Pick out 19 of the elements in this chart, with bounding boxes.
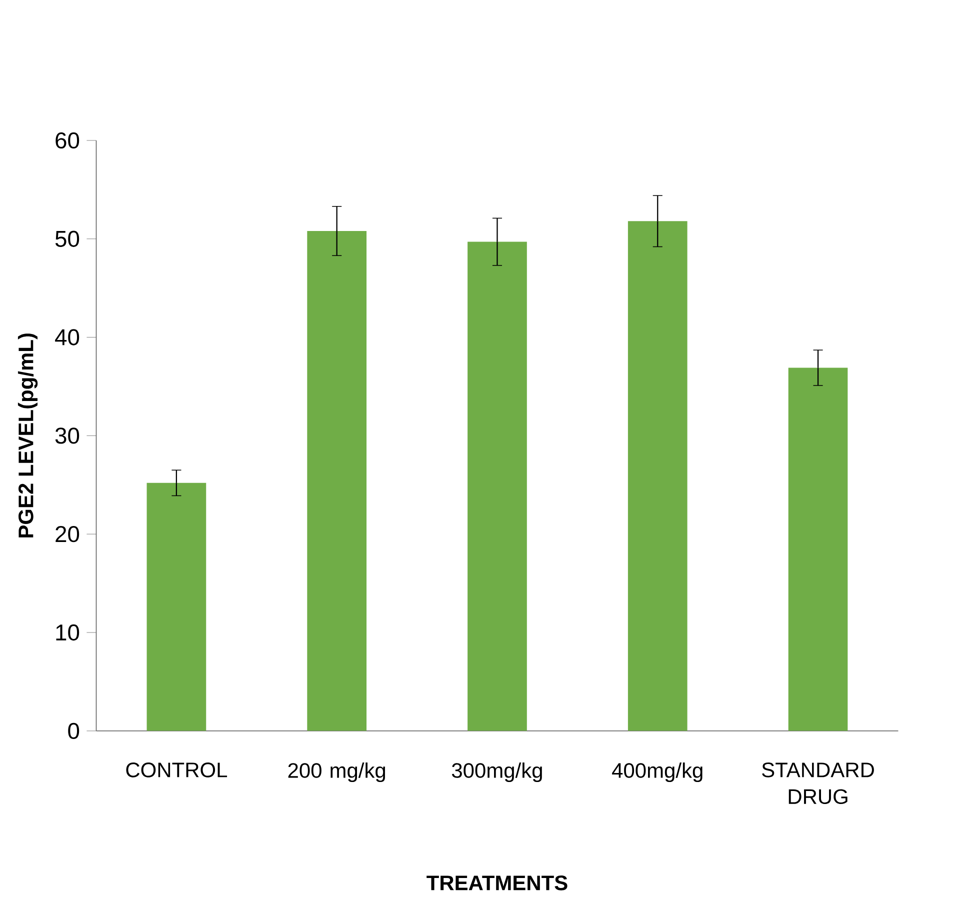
x-tick-label: 300mg/kg xyxy=(452,762,542,782)
x-tick-label: CONTROL xyxy=(126,762,228,778)
y-tick-label: 10 xyxy=(56,624,80,641)
y-tick-label: 30 xyxy=(55,428,80,444)
bar xyxy=(788,368,848,732)
y-axis-title: PGE2 LEVEL(pg/mL) xyxy=(18,334,38,538)
x-axis-title: TREATMENTS xyxy=(426,876,568,890)
bar xyxy=(628,221,688,732)
bar xyxy=(468,242,527,732)
y-tick-label: 0 xyxy=(68,722,80,740)
y-tick-label: 50 xyxy=(55,230,80,248)
y-tick-label: 60 xyxy=(56,132,80,149)
y-tick-label: 20 xyxy=(56,526,80,542)
bar xyxy=(146,483,206,732)
bar xyxy=(307,231,367,732)
x-tick-label: 200 mg/kg xyxy=(288,762,386,782)
x-tick-label: 400mg/kg xyxy=(612,762,702,782)
x-tick-label: STANDARD DRUG xyxy=(762,762,874,804)
y-tick-label: 40 xyxy=(55,329,80,346)
